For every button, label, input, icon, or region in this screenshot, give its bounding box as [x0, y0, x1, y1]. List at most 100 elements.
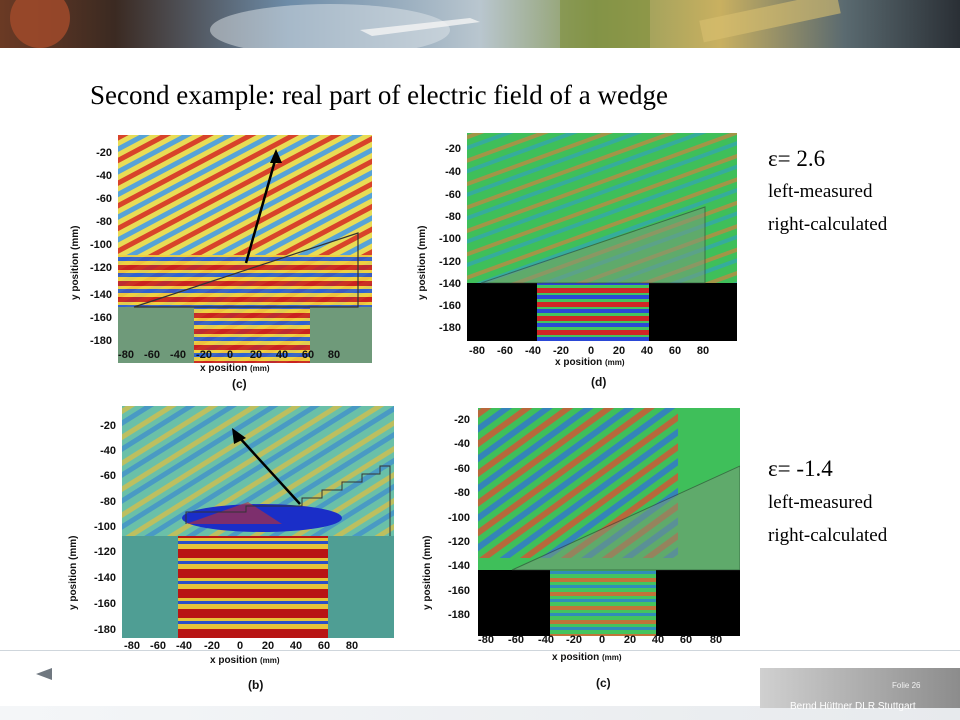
figure-caption: (b): [248, 678, 264, 692]
x-tick-label: 0: [587, 345, 595, 357]
epsilon-label: ε= 2.6: [768, 146, 826, 171]
annotation-calculated: right-calculated: [768, 214, 888, 235]
x-tick-label: 0: [598, 634, 606, 646]
x-tick-label: -40: [525, 345, 541, 357]
y-tick-label: -60: [100, 470, 116, 482]
y-tick-label: -20: [445, 143, 461, 155]
x-tick-label: -20: [566, 634, 582, 646]
footer-bar: [760, 668, 960, 708]
x-tick-label: 80: [696, 345, 710, 357]
field-plot-calculated-top: [467, 133, 737, 341]
y-tick-label: -60: [96, 193, 112, 205]
y-tick-label: -120: [89, 262, 112, 274]
x-tick-label: -40: [176, 640, 192, 652]
x-tick-label: 0: [226, 349, 234, 361]
field-plot-measured-top: [118, 135, 372, 363]
y-tick-label: -100: [438, 233, 461, 245]
y-tick-label: -140: [93, 572, 116, 584]
footer-strip: [0, 706, 960, 720]
y-tick-label: -180: [93, 624, 116, 636]
x-axis-label: x position (mm): [552, 652, 622, 663]
space-collage-banner: [0, 0, 960, 48]
figure-bottom-right: y position (mm) -20 -40 -60 -80 -100 -12…: [412, 400, 760, 698]
x-tick-label: 80: [709, 634, 723, 646]
field-plot-calculated-bottom: [478, 408, 740, 636]
x-tick-label: -20: [553, 345, 569, 357]
propagation-arrow: [270, 149, 282, 163]
x-tick-label: -20: [196, 349, 212, 361]
x-tick-label: 40: [651, 634, 665, 646]
annotation-measured: left-measured: [768, 181, 873, 202]
y-tick-label: -180: [89, 335, 112, 347]
x-tick-label: -80: [118, 349, 134, 361]
y-tick-label: -80: [445, 211, 461, 223]
x-axis-label: x position (mm): [210, 655, 280, 666]
x-tick-label: 80: [327, 349, 341, 361]
wedge-outline: [480, 206, 706, 284]
y-tick-label: -40: [445, 166, 461, 178]
y-tick-label: -100: [89, 239, 112, 251]
x-tick-label: -60: [497, 345, 513, 357]
x-tick-label: 20: [249, 349, 263, 361]
y-tick-label: -140: [447, 560, 470, 572]
y-axis-label: y position (mm): [422, 535, 433, 610]
slide-number: Folie 26: [892, 681, 921, 690]
y-tick-label: -120: [447, 536, 470, 548]
x-axis-label: x position (mm): [555, 357, 625, 368]
y-tick-label: -40: [100, 445, 116, 457]
figure-top-right: y position (mm) -20 -40 -60 -80 -100 -12…: [405, 125, 750, 390]
x-tick-label: 0: [236, 640, 244, 652]
x-tick-label: -80: [469, 345, 485, 357]
stepped-wedge-outline: [185, 465, 391, 536]
x-tick-label: 80: [345, 640, 359, 652]
figure-top-left: y position (mm) -20 -40 -60 -80 -100 -12…: [60, 125, 395, 391]
dlr-logo-icon: [36, 668, 52, 680]
y-tick-label: -160: [447, 585, 470, 597]
y-tick-label: -40: [96, 170, 112, 182]
y-tick-label: -20: [100, 420, 116, 432]
figure-bottom-left: y position (mm) -20 -40 -60 -80 -100 -12…: [60, 400, 405, 698]
y-tick-label: -160: [93, 598, 116, 610]
epsilon-label: ε= -1.4: [768, 456, 833, 481]
header-banner: [0, 0, 960, 48]
x-tick-label: 60: [301, 349, 315, 361]
x-tick-label: 60: [668, 345, 682, 357]
y-tick-label: -100: [447, 512, 470, 524]
y-tick-label: -160: [438, 300, 461, 312]
x-tick-label: -80: [478, 634, 494, 646]
y-tick-label: -80: [454, 487, 470, 499]
propagation-arrow: [232, 428, 246, 444]
y-tick-label: -80: [100, 496, 116, 508]
y-tick-label: -180: [438, 322, 461, 334]
x-tick-label: 40: [640, 345, 654, 357]
x-tick-label: 20: [623, 634, 637, 646]
figure-caption: (c): [596, 676, 611, 690]
y-tick-label: -20: [454, 414, 470, 426]
annotation-measured: left-measured: [768, 492, 873, 513]
x-axis-label: x position (mm): [200, 363, 270, 374]
x-tick-label: 20: [612, 345, 626, 357]
x-tick-label: 60: [679, 634, 693, 646]
field-plot-measured-bottom: [122, 406, 394, 638]
x-tick-label: -40: [538, 634, 554, 646]
x-tick-label: 40: [275, 349, 289, 361]
y-tick-label: -120: [438, 256, 461, 268]
x-tick-label: -60: [144, 349, 160, 361]
y-tick-label: -60: [454, 463, 470, 475]
x-tick-label: 60: [317, 640, 331, 652]
x-tick-label: -20: [204, 640, 220, 652]
x-tick-label: -60: [150, 640, 166, 652]
y-tick-label: -180: [447, 609, 470, 621]
y-tick-label: -60: [445, 189, 461, 201]
footer-divider: [0, 650, 960, 651]
x-tick-label: 40: [289, 640, 303, 652]
satellite-panel: [699, 0, 841, 43]
x-tick-label: 20: [261, 640, 275, 652]
y-tick-label: -40: [454, 438, 470, 450]
wedge-outline: [511, 465, 740, 571]
wedge-outline: [133, 232, 359, 308]
figure-caption: (d): [591, 375, 607, 389]
planet-mars: [10, 0, 70, 48]
y-axis-label: y position (mm): [68, 535, 79, 610]
y-tick-label: -20: [96, 147, 112, 159]
